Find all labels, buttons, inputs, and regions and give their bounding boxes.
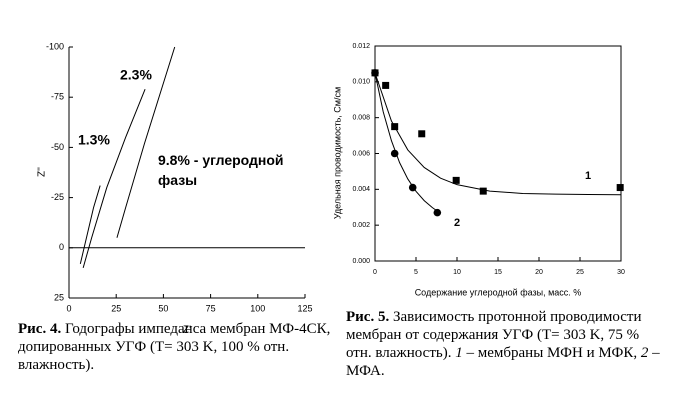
y-tick-label: 0	[59, 242, 64, 252]
x-axis-label: Содержание углеродной фазы, масс. %	[415, 287, 582, 297]
caption-label: Рис. 5.	[346, 309, 390, 325]
y-tick-label: 0.010	[352, 79, 370, 86]
x-tick-label: 100	[250, 303, 265, 313]
y-tick-label: 25	[54, 292, 64, 302]
series-label: 9.8% - углеродной фазы	[158, 152, 284, 188]
y-tick-label: -100	[46, 41, 64, 51]
y-tick-label: 0.000	[352, 258, 370, 265]
caption-item: 1	[455, 345, 463, 361]
y-tick-label: 0.004	[352, 186, 370, 193]
x-tick-label: 75	[206, 303, 216, 313]
marker	[479, 187, 487, 195]
y-tick-label: -25	[51, 192, 64, 202]
y-tick-label: 0.006	[352, 150, 370, 157]
series-line	[82, 88, 146, 269]
x-tick-label: 25	[111, 303, 121, 313]
x-axis-label: Z'	[183, 325, 191, 336]
series-label: 1	[585, 170, 591, 182]
x-tick-label: 0	[373, 269, 377, 276]
x-tick-label: 30	[617, 269, 625, 276]
y-tick-label: 0.002	[352, 222, 370, 229]
fit-curve	[374, 72, 437, 211]
y-tick-label: -50	[51, 142, 64, 152]
x-tick-label: 25	[576, 269, 584, 276]
caption-text: Зависимость протонной проводимости мембр…	[346, 309, 642, 361]
series-line	[79, 185, 101, 264]
x-tick-label: 20	[535, 269, 543, 276]
y-tick-label: 0.012	[352, 43, 370, 50]
x-tick-label: 0	[66, 303, 71, 313]
x-tick-label: 15	[494, 269, 502, 276]
caption-right: Рис. 5. Зависимость протонной проводимос…	[346, 308, 668, 380]
y-axis-label: Удельная проводимость, См/см	[332, 87, 342, 219]
y-tick-label: -75	[51, 92, 64, 102]
x-tick-label: 5	[414, 269, 418, 276]
x-tick-label: 125	[297, 303, 312, 313]
marker	[391, 123, 399, 131]
series-label: 2.3%	[120, 67, 152, 83]
marker	[433, 208, 442, 217]
marker	[382, 81, 390, 89]
fit-curve	[374, 72, 622, 196]
plot-frame	[374, 45, 622, 262]
caption-label: Рис. 4.	[18, 321, 62, 337]
marker	[390, 149, 399, 158]
marker	[371, 69, 379, 77]
y-axis-label: Z''	[37, 167, 48, 177]
marker	[418, 130, 426, 138]
caption-left: Рис. 4. Годографы импеданса мембран МФ-4…	[18, 320, 336, 374]
marker	[616, 184, 624, 192]
marker	[452, 176, 460, 184]
caption-item: – мембраны МФН и МФК,	[466, 345, 638, 361]
caption-item: – МФА.	[346, 345, 660, 379]
marker	[408, 183, 417, 192]
caption-item: 2	[640, 345, 649, 361]
caption-text: Годографы импеданса мембран МФ-4СК, допи…	[18, 321, 331, 373]
y-tick-label: 0.008	[352, 115, 370, 122]
x-tick-label: 10	[453, 269, 461, 276]
series-line	[116, 46, 176, 238]
x-tick-label: 50	[158, 303, 168, 313]
series-label: 2	[454, 217, 460, 229]
series-label: 1.3%	[78, 132, 110, 148]
